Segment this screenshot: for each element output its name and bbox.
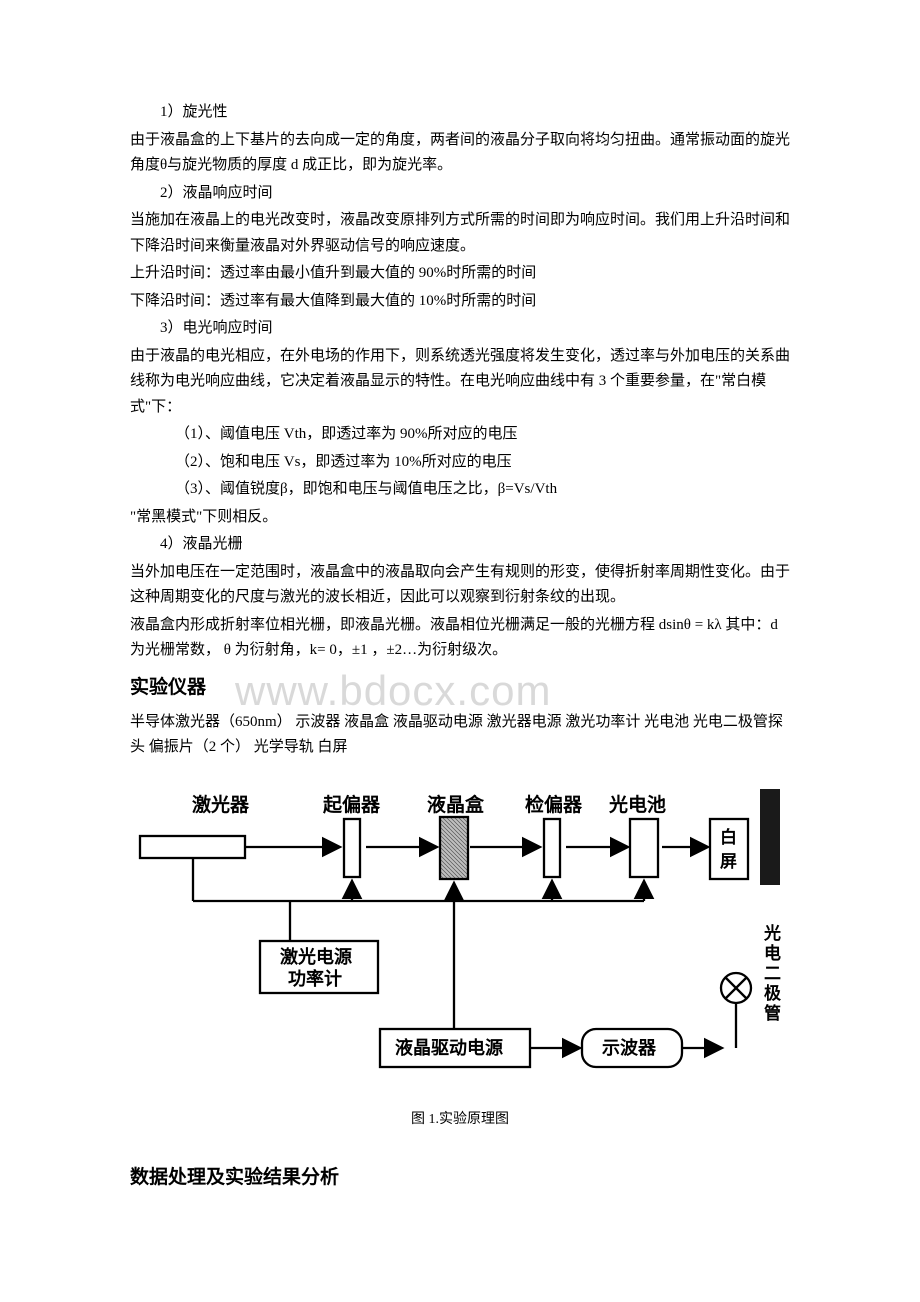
label-screen-a: 白 [720,827,737,847]
label-oscilloscope: 示波器 [602,1037,657,1058]
box-analyzer [544,819,560,877]
item4-body1: 当外加电压在一定范围时，液晶盒中的液晶取向会产生有规则的形变，使得折射率周期性变… [130,560,790,611]
item4-body2: 液晶盒内形成折射率位相光栅，即液晶光栅。液晶相位光栅满足一般的光栅方程 dsin… [130,613,790,664]
label-photodiode: 光 电 二 极 管 [763,923,786,1023]
noise-smudge [760,789,780,885]
apparatus-body: 半导体激光器（650nm） 示波器 液晶盒 液晶驱动电源 激光器电源 激光功率计… [130,710,790,761]
item2-line1: 当施加在液晶上的电光改变时，液晶改变原排列方式所需的时间即为响应时间。我们用上升… [130,208,790,259]
section-data-analysis: 数据处理及实验结果分析 [130,1162,790,1194]
label-driver: 液晶驱动电源 [395,1037,503,1058]
label-lcd-box: 液晶盒 [427,793,485,816]
item4-heading: 4）液晶光栅 [130,532,790,558]
item3-sub3: （3）、阈值锐度β，即饱和电压与阈值电压之比，β=Vs/Vth [130,477,790,503]
box-polarizer [344,819,360,877]
item2-line2: 上升沿时间：透过率由最小值升到最大值的 90%时所需的时间 [130,261,790,287]
label-power-b: 功率计 [288,968,342,989]
label-screen-b: 屏 [720,852,737,871]
diagram-svg: 激光器 起偏器 液晶盒 检偏器 光电池 白 [130,781,790,1091]
item2-heading: 2）液晶响应时间 [130,181,790,207]
label-photocell: 光电池 [608,793,666,816]
item3-sub2: （2）、饱和电压 Vs，即透过率为 10%所对应的电压 [130,450,790,476]
box-laser [140,836,245,858]
item3-heading: 3）电光响应时间 [130,316,790,342]
page-content: 1）旋光性 由于液晶盒的上下基片的去向成一定的角度，两者间的液晶分子取向将均匀扭… [130,100,790,1194]
box-photocell [630,819,658,877]
apparatus-diagram: 激光器 起偏器 液晶盒 检偏器 光电池 白 [130,781,790,1101]
item1-body: 由于液晶盒的上下基片的去向成一定的角度，两者间的液晶分子取向将均匀扭曲。通常振动… [130,128,790,179]
label-power-a: 激光电源 [280,946,352,967]
item3-body: 由于液晶的电光相应，在外电场的作用下，则系统透光强度将发生变化，透过率与外加电压… [130,344,790,421]
item1-heading: 1）旋光性 [130,100,790,126]
item3-sub1: （1）、阈值电压 Vth，即透过率为 90%所对应的电压 [130,422,790,448]
label-polarizer: 起偏器 [322,793,381,816]
item2-line3: 下降沿时间：透过率有最大值降到最大值的 10%时所需的时间 [130,289,790,315]
item3-tail: "常黑模式"下则相反。 [130,505,790,531]
diagram-caption: 图 1.实验原理图 [130,1108,790,1132]
box-lcd [440,817,468,879]
label-analyzer: 检偏器 [525,793,583,816]
section-apparatus: 实验仪器 [130,672,790,704]
label-laser: 激光器 [192,793,250,816]
